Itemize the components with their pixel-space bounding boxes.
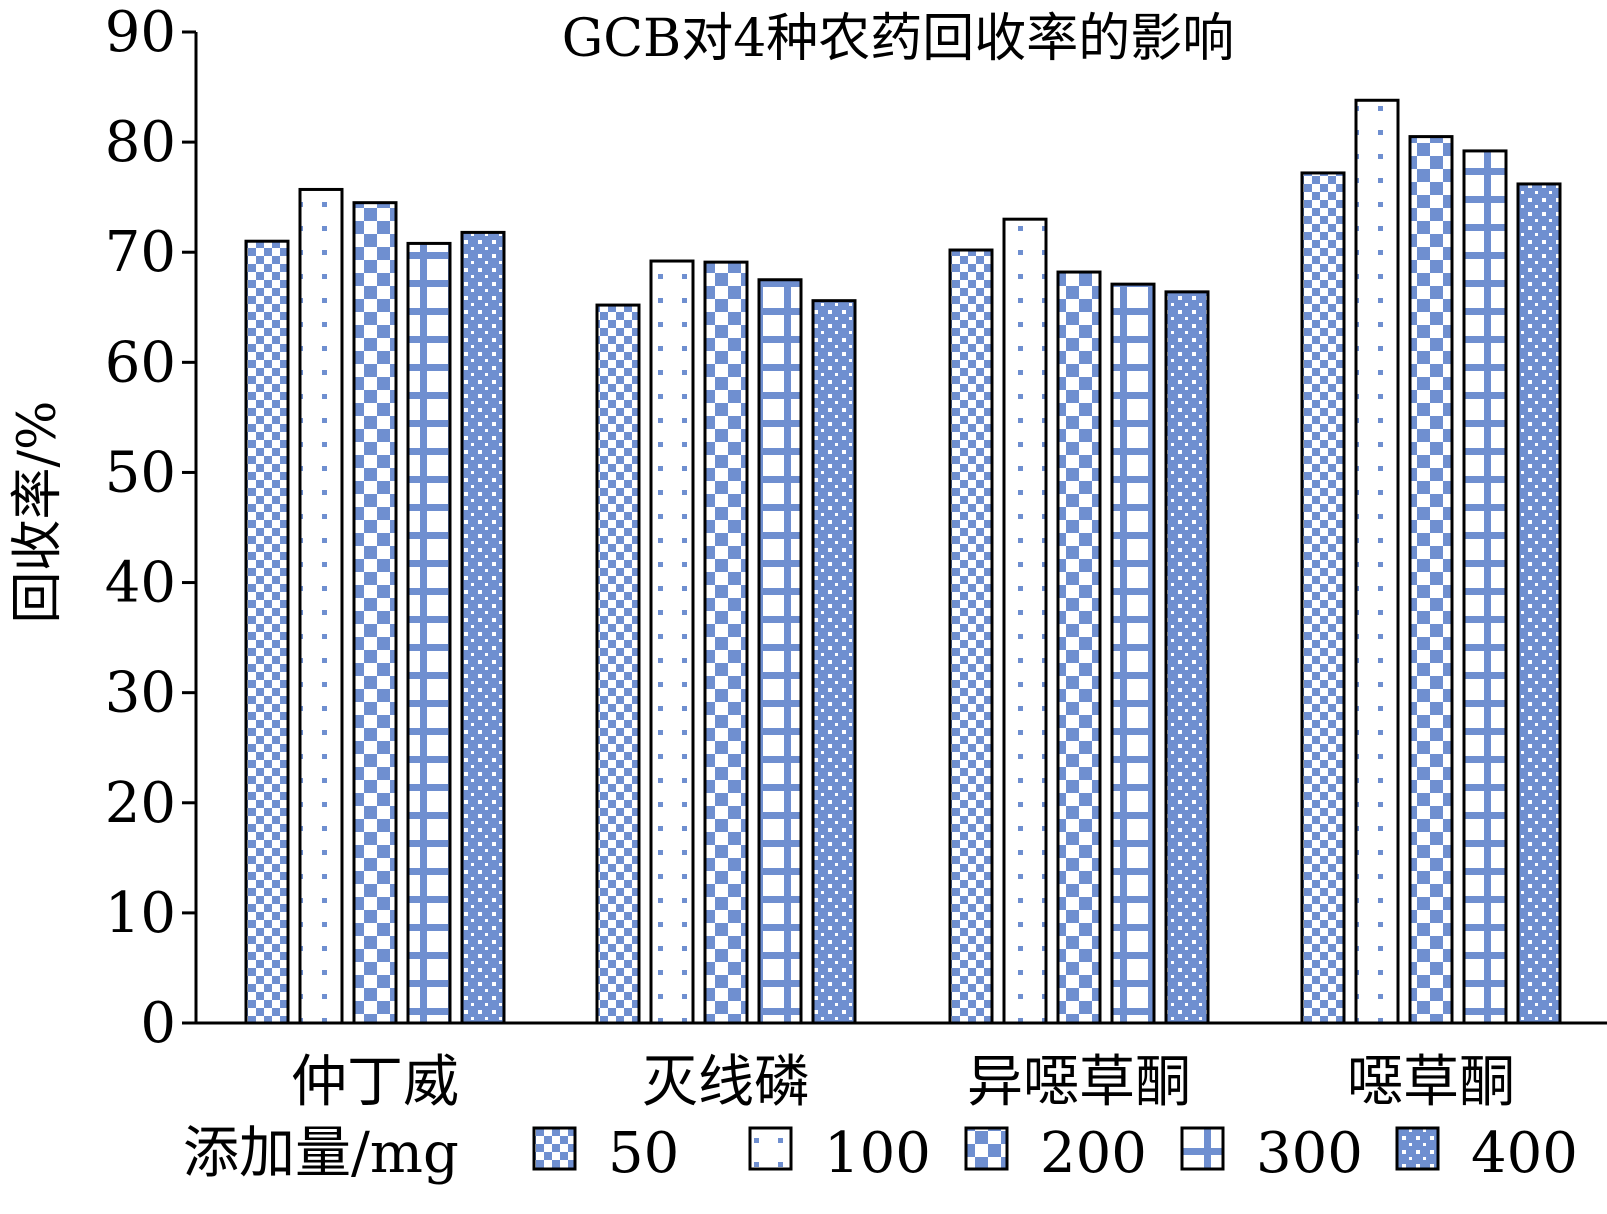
bar-50-4 <box>1300 171 1346 1025</box>
bar-100-1 <box>298 187 344 1025</box>
legend-swatch-100 <box>748 1126 793 1171</box>
bar-200-2 <box>703 260 749 1025</box>
legend-label-300: 300 <box>1256 1121 1363 1186</box>
y-tick-label: 30 <box>105 661 176 726</box>
legend-swatch-400 <box>1395 1126 1440 1171</box>
bar-50-2 <box>595 303 641 1025</box>
legend-label-200: 200 <box>1040 1121 1147 1186</box>
bar-100-4 <box>1354 98 1400 1025</box>
y-tick-label: 10 <box>105 881 176 946</box>
bar-400-3 <box>1164 290 1210 1025</box>
bar-50-1 <box>244 239 290 1025</box>
x-category-label: 仲丁威 <box>291 1050 459 1115</box>
legend-swatch-200 <box>964 1126 1009 1171</box>
bar-100-3 <box>1002 217 1048 1025</box>
legend-label-100: 100 <box>824 1121 931 1186</box>
bar-300-4 <box>1462 149 1508 1025</box>
axes <box>194 32 1607 1025</box>
y-tick-label: 70 <box>105 220 176 285</box>
y-tick-label: 80 <box>105 110 176 175</box>
legend-label-50: 50 <box>608 1121 679 1186</box>
y-axis-label: 回收率/% <box>8 401 68 624</box>
y-tick-label: 40 <box>105 551 176 616</box>
bars-group <box>244 98 1562 1025</box>
legend-swatch-300 <box>1180 1126 1225 1171</box>
legend-title: 添加量/mg <box>183 1121 459 1186</box>
legend-label-400: 400 <box>1471 1121 1578 1186</box>
x-category-label: 噁草酮 <box>1347 1050 1515 1115</box>
x-axis-categories: 仲丁威 灭线磷 异噁草酮 噁草酮 <box>291 1050 1515 1115</box>
y-tick-label: 50 <box>105 440 176 505</box>
bar-400-4 <box>1516 182 1562 1025</box>
bar-300-3 <box>1110 282 1156 1025</box>
y-tick-label: 90 <box>105 0 176 65</box>
bar-300-1 <box>406 241 452 1025</box>
legend-swatch-50 <box>532 1126 577 1171</box>
x-category-label: 异噁草酮 <box>967 1050 1191 1115</box>
chart-title: GCB对4种农药回收率的影响 <box>562 9 1235 69</box>
legend: 添加量/mg 50 100 200 300 400 <box>183 1121 1578 1186</box>
bar-100-2 <box>649 259 695 1025</box>
bar-300-2 <box>757 278 803 1025</box>
bar-400-2 <box>811 299 857 1025</box>
bar-200-3 <box>1056 270 1102 1025</box>
bar-200-4 <box>1408 135 1454 1025</box>
y-tick-label: 20 <box>105 771 176 836</box>
bar-200-1 <box>352 201 398 1025</box>
bar-400-1 <box>460 230 506 1025</box>
y-axis-ticks: 0 10 20 30 40 50 60 70 80 90 <box>105 0 196 1056</box>
x-category-label: 灭线磷 <box>642 1050 810 1115</box>
y-tick-label: 0 <box>140 991 176 1056</box>
y-tick-label: 60 <box>105 330 176 395</box>
bar-50-3 <box>948 248 994 1025</box>
